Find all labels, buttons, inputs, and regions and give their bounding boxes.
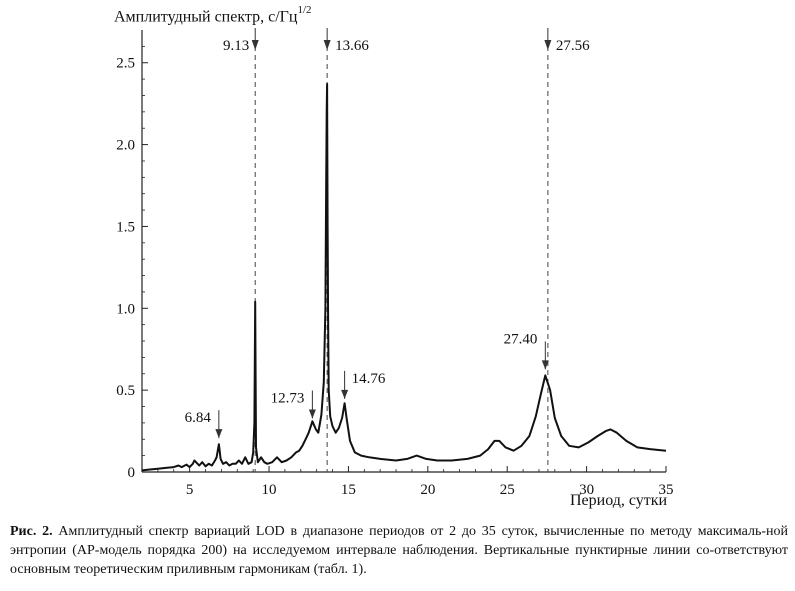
- figure-caption: Рис. 2. Амплитудный спектр вариаций LOD …: [10, 522, 788, 579]
- peak-label: 12.73: [271, 391, 305, 407]
- y-tick-label: 2.0: [116, 138, 135, 154]
- dashed-line-arrowhead: [251, 40, 259, 50]
- x-tick-label: 5: [186, 482, 194, 498]
- dashed-line-label: 9.13: [223, 38, 249, 54]
- y-axis-title-main: Амплитудный спектр, с/Гц: [114, 8, 298, 26]
- peak-arrowhead: [541, 360, 549, 370]
- y-axis-title-exponent: 1/2: [297, 4, 312, 16]
- dashed-line-label: 27.56: [556, 38, 590, 54]
- peak-annotations: 6.84 12.73 14.76 27.40: [185, 331, 549, 439]
- spectrum-line: [141, 83, 667, 472]
- peak-label: 27.40: [504, 331, 538, 347]
- y-tick-label: 0: [128, 465, 136, 481]
- x-tick-label: 10: [262, 482, 277, 498]
- dashed-line-arrowhead: [544, 40, 552, 50]
- peak-label: 6.84: [185, 410, 212, 426]
- peak-arrowhead: [215, 429, 223, 439]
- y-tick-label: 1.5: [116, 219, 135, 235]
- dashed-line-arrowhead: [323, 40, 331, 50]
- x-tick-label: 20: [420, 482, 435, 498]
- x-tick-label: 30: [579, 482, 594, 498]
- dashed-line-label: 13.66: [335, 38, 369, 54]
- y-tick-label: 0.5: [116, 383, 135, 399]
- caption-text: Амплитудный спектр вариаций LOD в диапаз…: [10, 524, 788, 577]
- y-axis-title: Амплитудный спектр, с/Гц1/2: [114, 4, 312, 26]
- spectrum-curve-group: [141, 83, 667, 472]
- chart-axes: 5 10 15 20 25 30 35 0 0.5 1.0 1.5 2.0 2.5: [116, 30, 674, 498]
- spectrum-chart: 5 10 15 20 25 30 35 0 0.5 1.0 1.5 2.0 2.5 9.13 13.66 2…: [116, 28, 674, 498]
- peak-arrowhead: [308, 409, 316, 419]
- y-tick-label: 1.0: [116, 301, 135, 317]
- caption-figure-number: Рис. 2.: [10, 524, 53, 539]
- peak-label: 14.76: [352, 371, 386, 387]
- x-tick-label: 25: [500, 482, 515, 498]
- x-tick-label: 35: [659, 482, 674, 498]
- x-tick-label: 15: [341, 482, 356, 498]
- y-tick-label: 2.5: [116, 56, 135, 72]
- x-axis-title: Период, сутки: [570, 492, 668, 509]
- peak-arrowhead: [341, 389, 349, 399]
